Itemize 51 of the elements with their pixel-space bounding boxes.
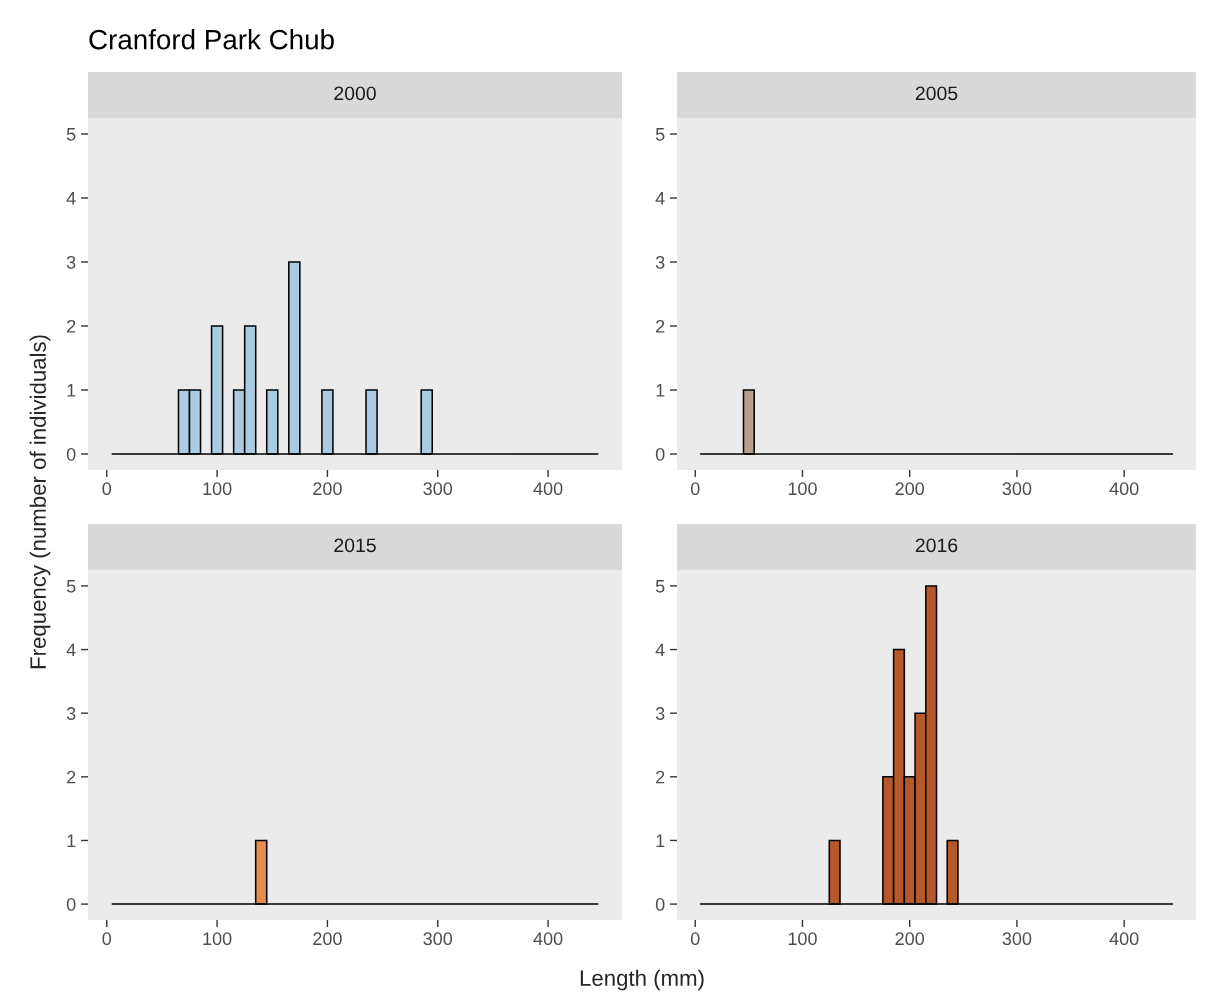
x-tick-label: 0 bbox=[102, 482, 112, 496]
text: Cranford Park Chub bbox=[89, 29, 334, 50]
x-tick-label: 300 bbox=[1002, 482, 1032, 496]
x-tick-label: 200 bbox=[313, 482, 342, 496]
x-tick-label: 300 bbox=[423, 932, 453, 946]
x-tick-label: 300 bbox=[423, 482, 453, 496]
y-tick-label: 5 bbox=[66, 580, 76, 593]
y-tick-label: 1 bbox=[67, 384, 76, 397]
x-tick-label: 100 bbox=[788, 932, 817, 946]
x-tick-label: 400 bbox=[533, 932, 563, 946]
y-tick-label: 2 bbox=[67, 770, 76, 784]
y-tick-label: 3 bbox=[655, 707, 665, 720]
x-tick-label: 0 bbox=[102, 932, 112, 946]
y-tick-label: 3 bbox=[655, 255, 665, 269]
x-tick-label: 400 bbox=[533, 482, 563, 496]
x-tick-label: 100 bbox=[203, 482, 232, 496]
chart-title: 2000 bbox=[334, 86, 376, 101]
x-tick-label: 100 bbox=[788, 482, 817, 496]
chart-title: 2015 bbox=[334, 538, 376, 553]
y-tick-label: 1 bbox=[67, 834, 76, 847]
y-tick-label: 2 bbox=[67, 319, 76, 333]
x-tick-label: 100 bbox=[203, 932, 232, 946]
x-tick-label: 200 bbox=[895, 932, 925, 946]
y-tick-label: 5 bbox=[66, 128, 76, 141]
y-tick-label: 5 bbox=[655, 580, 665, 593]
y-tick-label: 1 bbox=[656, 834, 665, 847]
chart-title: 2016 bbox=[915, 538, 958, 553]
y-tick-label: 2 bbox=[656, 319, 665, 333]
y-tick-label: 3 bbox=[66, 707, 76, 720]
y-tick-label: 4 bbox=[66, 643, 76, 657]
y-tick-label: 2 bbox=[656, 770, 665, 784]
y-tick-label: 0 bbox=[66, 447, 76, 461]
y-tick-label: 3 bbox=[66, 255, 76, 269]
x-tick-label: 400 bbox=[1109, 932, 1139, 946]
y-tick-label: 4 bbox=[655, 192, 665, 205]
x-tick-label: 0 bbox=[690, 932, 700, 946]
y-tick-label: 1 bbox=[656, 384, 665, 397]
chart-title: 2005 bbox=[915, 86, 958, 101]
x-tick-label: 200 bbox=[895, 482, 925, 496]
x-axis-title: Length (mm) bbox=[580, 969, 704, 991]
y-tick-label: 0 bbox=[655, 447, 665, 461]
x-tick-label: 300 bbox=[1002, 932, 1032, 946]
y-tick-label: 0 bbox=[655, 898, 665, 911]
y-tick-label: 4 bbox=[66, 192, 76, 205]
x-tick-label: 400 bbox=[1109, 482, 1139, 496]
y-axis-title: Frequency (number of individuals) bbox=[29, 335, 51, 669]
y-tick-label: 5 bbox=[655, 128, 665, 141]
y-tick-label: 0 bbox=[66, 898, 76, 911]
x-tick-label: 0 bbox=[690, 482, 700, 496]
x-tick-label: 200 bbox=[313, 932, 342, 946]
y-tick-label: 4 bbox=[655, 643, 665, 657]
